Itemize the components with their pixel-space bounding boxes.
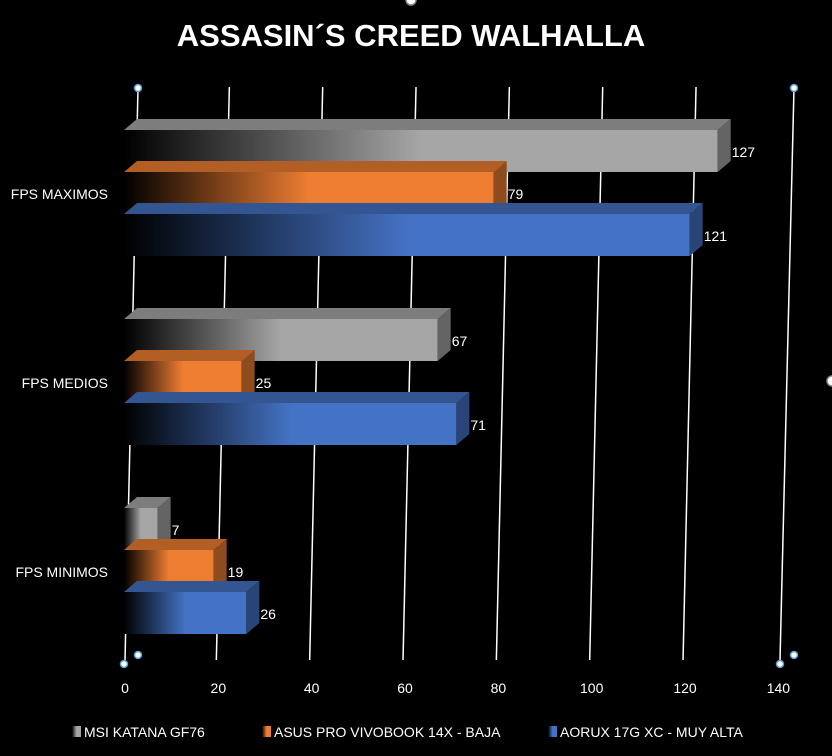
chart-title: ASSASIN´S CREED WALHALLA [177,18,645,53]
data-label: 79 [508,186,524,202]
bar-top-face [124,392,470,403]
bar-side-face [456,392,470,445]
x-tick-label: 20 [211,680,227,696]
x-axis-ticks: 0 20 40 60 80 100 120 140 [121,680,790,696]
gridline [495,86,511,661]
data-label: 127 [732,144,756,160]
selection-handles [119,0,832,669]
selection-handle [789,650,799,660]
legend-swatch [262,726,271,737]
resize-handle [405,0,417,6]
legend-label: MSI KATANA GF76 [84,724,205,740]
bar-1-cat-3: 7 [124,497,180,550]
data-label: 7 [172,522,180,538]
bar-side-face [157,497,171,550]
resize-handle [826,375,832,387]
selection-handle [789,83,799,93]
bar-3-cat-1: 121 [124,203,727,256]
bar-side-face [717,119,731,172]
bar-side-face [689,203,703,256]
legend-item: ASUS PRO VIVOBOOK 14X - BAJA [262,724,501,740]
bar-top-face [124,119,731,130]
selection-handle [133,650,143,660]
bar-side-face [493,161,507,214]
category-label: FPS MEDIOS [22,375,108,391]
legend: MSI KATANA GF76 ASUS PRO VIVOBOOK 14X - B… [72,724,743,740]
legend-label: ASUS PRO VIVOBOOK 14X - BAJA [274,724,501,740]
data-label: 121 [704,228,728,244]
gridline [588,86,604,661]
bar-top-face [124,539,227,550]
bar-top-face [124,203,703,214]
bar-front-face [124,403,457,445]
x-tick-label: 0 [121,680,129,696]
bars: 127 79 121 67 25 71 7 19 26 [124,119,755,634]
category-labels: FPS MAXIMOS FPS MEDIOS FPS MINIMOS [11,186,108,580]
bar-side-face [213,539,227,592]
category-label: FPS MINIMOS [15,564,108,580]
selection-handle [119,659,129,669]
legend-swatch [72,726,81,737]
axis-line-right [779,87,795,661]
data-label: 25 [256,375,272,391]
bar-top-face [124,581,260,592]
bar-side-face [241,350,255,403]
gridline [682,86,697,661]
x-tick-label: 120 [673,680,697,696]
data-label: 67 [452,333,468,349]
data-label: 71 [470,417,486,433]
bar-top-face [124,350,255,361]
bar-3-cat-2: 71 [124,392,486,445]
bar-front-face [124,214,690,256]
x-tick-label: 60 [397,680,413,696]
selection-handle [775,659,785,669]
x-tick-label: 140 [767,680,791,696]
x-tick-label: 40 [304,680,320,696]
bar-3-cat-3: 26 [124,581,276,634]
x-tick-label: 100 [580,680,604,696]
bar-side-face [437,308,451,361]
x-tick-label: 80 [491,680,507,696]
legend-item: AORUX 17G XC - MUY ALTA [548,724,743,740]
selection-handle [133,83,143,93]
legend-item: MSI KATANA GF76 [72,724,205,740]
bar-front-face [124,592,247,634]
bar-top-face [124,308,451,319]
data-label: 19 [228,564,244,580]
legend-swatch [548,726,557,737]
legend-label: AORUX 17G XC - MUY ALTA [560,724,743,740]
bar-side-face [246,581,260,634]
data-label: 26 [260,606,276,622]
category-label: FPS MAXIMOS [11,186,108,202]
bar-top-face [124,161,507,172]
bar-top-face [124,497,171,508]
